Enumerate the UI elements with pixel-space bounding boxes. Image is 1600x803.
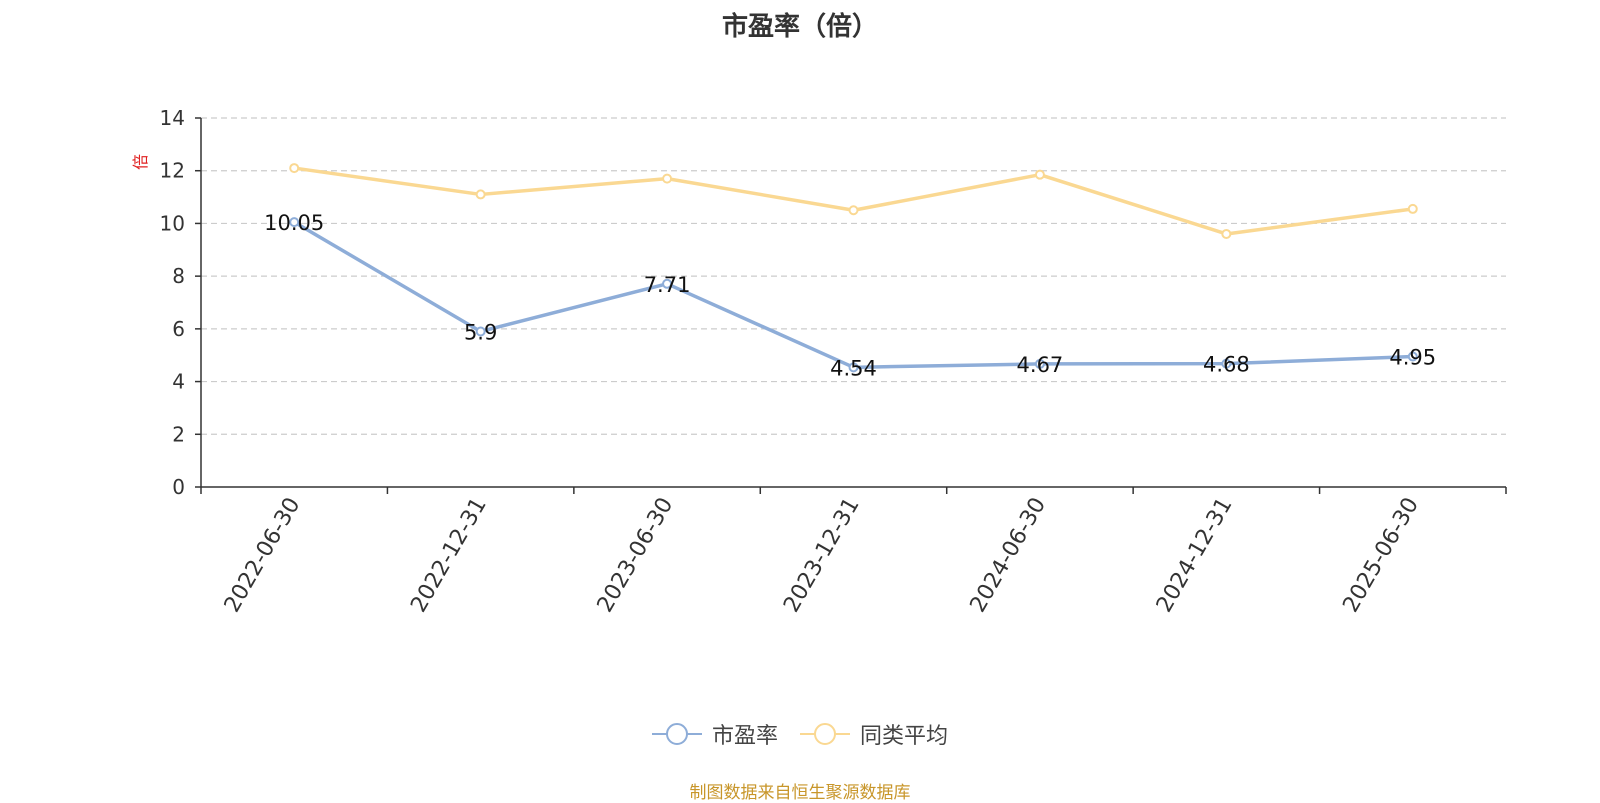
data-label-pe: 4.54 — [830, 356, 877, 380]
data-point-pe — [662, 278, 673, 289]
y-tick-label: 8 — [172, 264, 185, 288]
data-point-pe — [1221, 358, 1232, 369]
series — [289, 163, 1418, 373]
y-tick-label: 2 — [172, 422, 185, 446]
data-point-peer-average — [1407, 203, 1418, 214]
legend-item-peer-average[interactable]: 同类平均 — [800, 718, 948, 750]
x-tick-label: 2023-06-30 — [593, 494, 679, 617]
data-point-pe — [1034, 358, 1045, 369]
chart-title: 市盈率（倍） — [721, 12, 878, 42]
line-chart: 0 2 4 6 8 10 12 14 2022-06-30 2022-12-31 2023-06-3… — [131, 106, 1507, 617]
y-tick-label: 14 — [160, 106, 185, 130]
legend-label-pe: 市盈率 — [711, 724, 778, 749]
data-point-peer-average — [848, 205, 859, 216]
data-label-pe: 4.68 — [1203, 353, 1250, 377]
data-point-pe — [1407, 351, 1418, 362]
data-label-pe: 4.95 — [1389, 346, 1436, 370]
x-tick-label: 2022-12-31 — [406, 493, 492, 616]
data-point-peer-average — [289, 163, 300, 174]
data-point-pe — [848, 362, 859, 373]
grid-lines — [201, 117, 1506, 435]
source-note: 制图数据来自恒生聚源数据库 — [689, 783, 911, 803]
data-label-pe: 10.05 — [264, 211, 324, 235]
legend: 市盈率 同类平均 — [0, 718, 1600, 750]
y-axis-title: 倍 — [131, 154, 150, 170]
y-tick-label: 0 — [172, 475, 185, 499]
data-point-peer-average — [1034, 169, 1045, 180]
data-point-peer-average — [475, 189, 486, 200]
data-label-pe: 5.9 — [464, 320, 497, 344]
data-point-peer-average — [662, 173, 673, 184]
x-tick-label: 2024-12-31 — [1152, 494, 1238, 617]
legend-marker-pe-icon — [651, 723, 702, 745]
x-tick-label: 2025-06-30 — [1338, 494, 1424, 617]
data-label-pe: 7.71 — [644, 273, 691, 297]
data-point-peer-average — [1221, 228, 1232, 239]
data-point-pe — [289, 217, 300, 228]
data-point-pe — [475, 326, 486, 337]
series-line-peer-average — [292, 166, 1415, 236]
y-tick-label: 10 — [160, 211, 185, 235]
x-tick-label: 2024-06-30 — [966, 494, 1052, 617]
y-tick-label: 4 — [172, 370, 185, 394]
legend-marker-peer-average-icon — [800, 723, 850, 745]
y-tick-label: 6 — [172, 317, 185, 341]
legend-label-peer-average: 同类平均 — [860, 724, 949, 749]
x-tick-label: 2022-06-30 — [220, 494, 306, 617]
data-label-pe: 4.67 — [1017, 353, 1064, 377]
y-tick-label: 12 — [160, 159, 185, 183]
x-tick-label: 2023-12-31 — [779, 494, 865, 617]
data-labels: 10.05 5.9 7.71 4.54 4.67 4.68 4.95 — [264, 211, 1436, 380]
legend-item-pe[interactable]: 市盈率 — [651, 718, 778, 750]
series-line-pe — [292, 220, 1415, 370]
